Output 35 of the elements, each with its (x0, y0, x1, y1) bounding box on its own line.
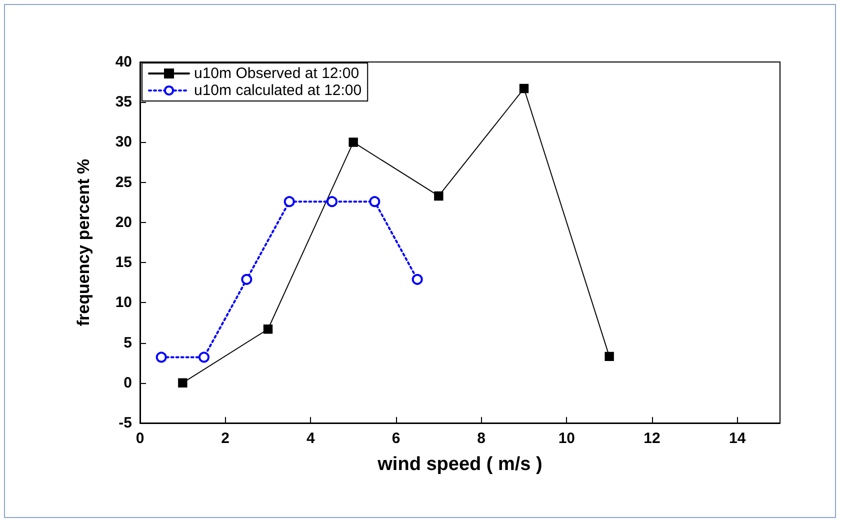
legend-label: u10m calculated at 12:00 (194, 82, 362, 99)
point (412, 274, 423, 285)
point (284, 196, 295, 208)
x-tick-label: 14 (728, 430, 746, 447)
y-axis-title: frequency percent % (74, 158, 93, 326)
x-tick-label: 6 (392, 430, 400, 447)
point (434, 191, 444, 201)
y-tick-label: 30 (115, 134, 132, 151)
y-tick-label: 40 (115, 54, 132, 70)
x-tick-label: 12 (644, 430, 660, 447)
point (519, 84, 529, 94)
x-tick-label: 2 (221, 430, 230, 447)
point (369, 196, 380, 208)
y-tick-label: 35 (115, 94, 132, 111)
y-tick-label: 5 (124, 334, 132, 352)
x-tick-label: 0 (136, 430, 144, 447)
point (198, 352, 210, 363)
point (604, 352, 614, 362)
y-tick-label: 15 (115, 254, 132, 272)
point (241, 274, 252, 285)
point (263, 324, 273, 334)
point (156, 352, 167, 363)
point (178, 378, 188, 388)
y-tick-label: -5 (118, 414, 132, 432)
point (348, 138, 358, 147)
x-tick-label: 4 (306, 430, 316, 447)
point (326, 196, 338, 208)
y-tick-label: 25 (115, 174, 132, 191)
x-tick-label: 10 (558, 430, 576, 447)
y-tick-label: 20 (115, 214, 132, 231)
x-tick-label: 8 (477, 430, 486, 447)
y-tick-label: 0 (124, 374, 132, 392)
y-tick-label: 10 (115, 294, 132, 312)
x-axis-title: wind speed ( m/s ) (376, 454, 542, 475)
legend-label: u10m Observed at 12:00 (194, 65, 360, 82)
